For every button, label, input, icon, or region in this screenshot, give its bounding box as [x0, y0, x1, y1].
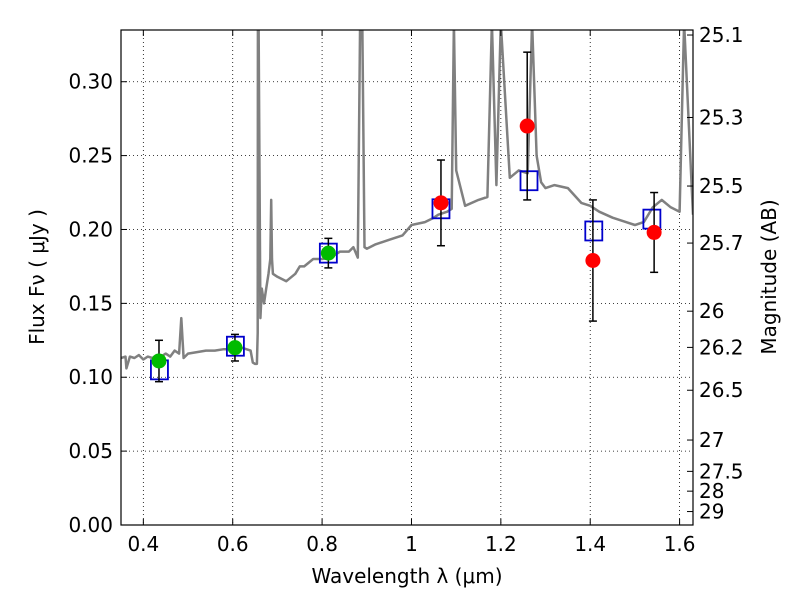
axes: 0.00 0.05 0.10 0.15 0.20 0.25 0.30 0.4 0.6 0.8 1 1.… — [68, 23, 743, 556]
x-tick-label: 1.4 — [574, 532, 606, 556]
x-axis-label: Wavelength λ (μm) — [311, 564, 502, 588]
green-observed-point — [227, 340, 243, 356]
y-tick-label: 0.15 — [68, 291, 113, 315]
marks-layer — [150, 51, 662, 383]
magnitude-tick-label: 26 — [699, 299, 724, 323]
magnitude-tick-label: 25.3 — [699, 105, 744, 129]
red-observed-point — [646, 224, 662, 240]
magnitude-tick-label: 27.5 — [699, 459, 744, 483]
magnitude-tick-label: 26.2 — [699, 335, 744, 359]
y-tick-label: 0.00 — [68, 513, 113, 537]
magnitude-tick-label: 26.5 — [699, 378, 744, 402]
x-tick-label: 1.6 — [664, 532, 696, 556]
green-observed-point — [320, 245, 336, 261]
magnitude-tick-label: 25.7 — [699, 231, 744, 255]
model-square-marker — [519, 170, 539, 192]
y-tick-label: 0.10 — [68, 365, 113, 389]
green-observed-point — [151, 353, 167, 369]
magnitude-tick-label: 29 — [699, 500, 724, 524]
magnitude-tick-label: 25.1 — [699, 23, 744, 47]
red-observed-point — [433, 195, 449, 211]
y-tick-label: 0.05 — [68, 439, 113, 463]
x-tick-label: 1 — [405, 532, 418, 556]
y-tick-label: 0.25 — [68, 144, 113, 168]
y-axis-right-label: Magnitude (AB) — [757, 199, 781, 354]
magnitude-tick-label: 27 — [699, 428, 724, 452]
y-axis-label: Flux Fν ( μJy ) — [25, 209, 49, 345]
magnitude-tick-label: 25.5 — [699, 174, 744, 198]
y-tick-label: 0.30 — [68, 70, 113, 94]
y-tick-label: 0.20 — [68, 217, 113, 241]
x-tick-label: 0.4 — [127, 532, 159, 556]
x-tick-label: 1.2 — [485, 532, 517, 556]
red-observed-point — [585, 253, 601, 269]
red-observed-point — [519, 118, 535, 134]
x-tick-label: 0.8 — [306, 532, 338, 556]
x-tick-label: 0.6 — [217, 532, 249, 556]
model-square-marker — [584, 220, 604, 242]
grid — [121, 30, 693, 525]
magnitude-tick-label: 28 — [699, 479, 724, 503]
plot-frame — [120, 29, 694, 526]
